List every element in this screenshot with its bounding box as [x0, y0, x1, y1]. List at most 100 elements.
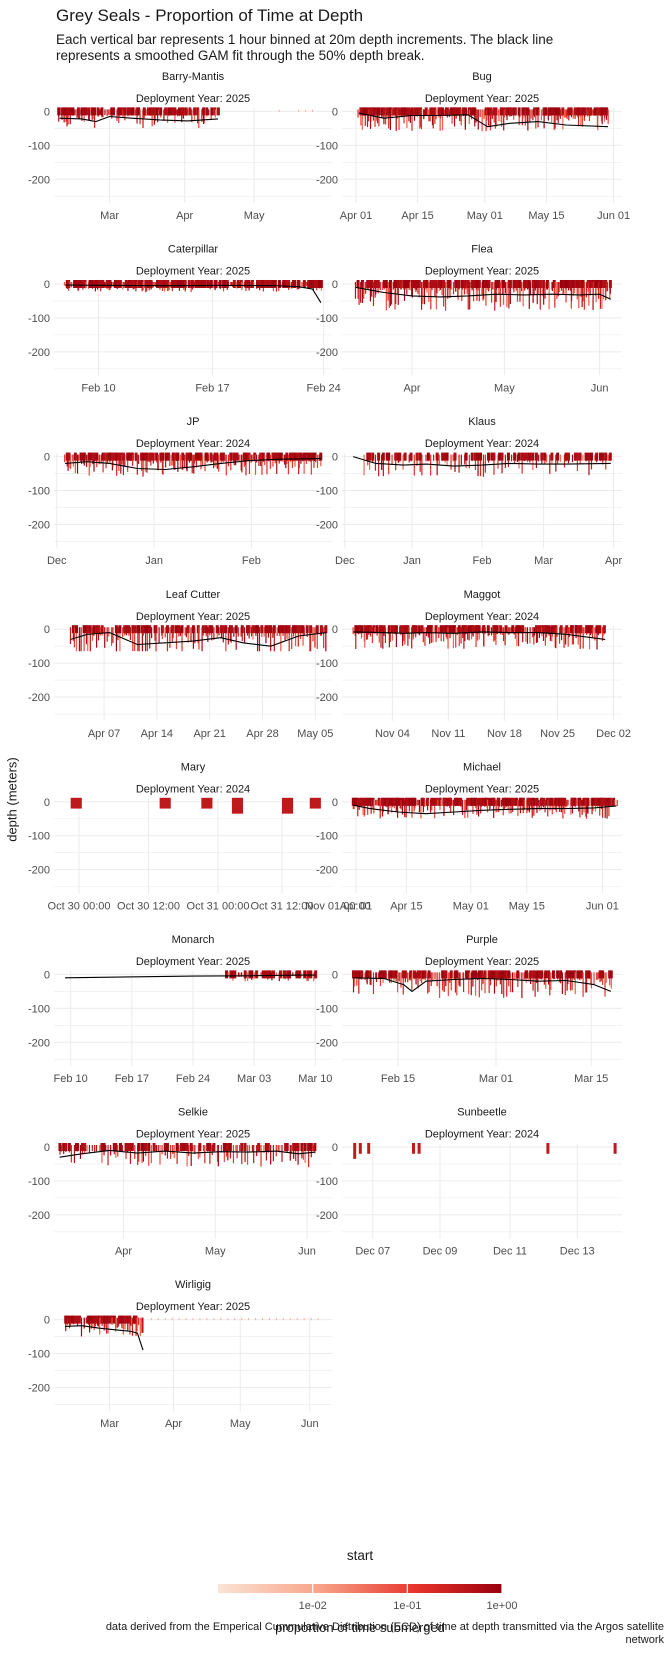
- surface-bin: [471, 970, 475, 979]
- surface-bin: [379, 625, 383, 634]
- surface-bin: [405, 107, 409, 116]
- surface-bin: [240, 625, 244, 634]
- surface-bin: [266, 625, 270, 634]
- surface-bin: [137, 625, 141, 634]
- surface-bin: [365, 970, 369, 979]
- x-tick-label: Dec 09: [423, 1246, 458, 1258]
- surface-bin: [518, 279, 522, 288]
- page-title: Grey Seals - Proportion of Time at Depth: [56, 6, 364, 25]
- surface-bin: [253, 452, 257, 461]
- surface-bin: [471, 797, 475, 806]
- surface-bin: [584, 452, 588, 461]
- surface-bin: [176, 452, 180, 461]
- gam-fit-line: [65, 458, 321, 471]
- y-tick-label: -200: [28, 1210, 50, 1222]
- surface-bin: [62, 1142, 66, 1151]
- surface-bin: [313, 1142, 317, 1151]
- surface-bin: [83, 1142, 87, 1151]
- surface-bin: [361, 279, 365, 288]
- y-tick-label: -200: [316, 1210, 338, 1222]
- surface-bin: [429, 107, 433, 116]
- surface-bin: [165, 1142, 169, 1151]
- y-tick-label: -200: [28, 519, 50, 531]
- legend-title: proportion of time submerged: [275, 1620, 445, 1635]
- surface-bin: [568, 970, 572, 979]
- depth-block: [159, 797, 171, 809]
- surface-bin: [145, 452, 149, 461]
- surface-bin: [229, 452, 233, 461]
- surface-bin: [552, 279, 556, 288]
- surface-bin: [293, 452, 297, 461]
- surface-bin: [463, 107, 467, 116]
- surface-bin: [525, 970, 529, 979]
- surface-bin: [460, 279, 464, 288]
- surface-bin: [386, 797, 390, 806]
- surface-bin: [495, 279, 499, 288]
- surface-bin: [197, 279, 201, 288]
- surface-bin: [149, 279, 153, 288]
- facet-strip-label: Maggot: [464, 589, 501, 601]
- surface-bin: [64, 1142, 68, 1151]
- surface-bin: [206, 279, 210, 288]
- surface-bin: [118, 279, 122, 288]
- surface-bin: [220, 625, 224, 634]
- surface-bin: [443, 452, 447, 461]
- surface-bin: [371, 107, 375, 116]
- facet-year-label: Deployment Year: 2024: [425, 611, 539, 623]
- surface-bin: [311, 279, 315, 288]
- y-tick-label: -200: [316, 692, 338, 704]
- surface-bin: [392, 625, 396, 634]
- facet-year-label: Deployment Year: 2025: [136, 1301, 250, 1313]
- surface-bin: [531, 279, 535, 288]
- surface-bin: [87, 107, 91, 116]
- gam-fit-line: [353, 631, 606, 640]
- surface-bin: [234, 625, 238, 634]
- surface-bin: [541, 625, 545, 634]
- surface-bin: [166, 279, 170, 288]
- surface-bin: [283, 970, 287, 979]
- surface-bin: [254, 625, 258, 634]
- surface-bin: [178, 107, 182, 116]
- surface-bin: [464, 625, 468, 634]
- surface-bin: [390, 625, 394, 634]
- surface-bin: [292, 1142, 296, 1151]
- legend-tick-label: 1e+00: [487, 1600, 518, 1612]
- surface-bin: [466, 797, 470, 806]
- surface-bin: [93, 107, 97, 116]
- surface-bin: [420, 625, 424, 634]
- surface-bin: [292, 625, 296, 634]
- facet-strip-label: Flea: [471, 244, 493, 256]
- x-tick-label: Nov 04: [375, 728, 410, 740]
- x-tick-label: May: [244, 210, 265, 222]
- surface-bin: [557, 107, 561, 116]
- surface-bin: [123, 107, 127, 116]
- surface-bin: [271, 452, 275, 461]
- surface-bin: [160, 625, 164, 634]
- x-tick-label: Feb 15: [381, 1073, 415, 1085]
- gam-fit-line: [353, 977, 612, 992]
- y-tick-label: -200: [28, 865, 50, 877]
- surface-bin: [388, 797, 392, 806]
- surface-bin: [256, 625, 260, 634]
- facet-panel: Barry-Mantis Deployment Year: 2025 0 -100 -2…: [28, 71, 332, 222]
- surface-bin: [282, 279, 286, 288]
- facet-year-label: Deployment Year: 2025: [425, 93, 539, 105]
- surface-bin: [361, 797, 365, 806]
- surface-bin: [171, 625, 175, 634]
- surface-bin: [206, 1142, 210, 1151]
- surface-bin: [608, 797, 612, 806]
- surface-bin: [556, 452, 560, 461]
- surface-bin: [578, 970, 582, 979]
- surface-bin: [57, 107, 61, 116]
- surface-bin: [608, 970, 612, 979]
- surface-bin: [413, 797, 417, 806]
- y-tick-label: 0: [332, 452, 338, 464]
- surface-bin: [513, 452, 517, 461]
- surface-bin: [394, 107, 398, 116]
- surface-bin: [180, 107, 184, 116]
- legend-tick-label: 1e-02: [299, 1600, 327, 1612]
- surface-bin: [588, 625, 592, 634]
- surface-bin: [391, 797, 395, 806]
- surface-bin: [90, 279, 94, 288]
- surface-bin: [366, 797, 370, 806]
